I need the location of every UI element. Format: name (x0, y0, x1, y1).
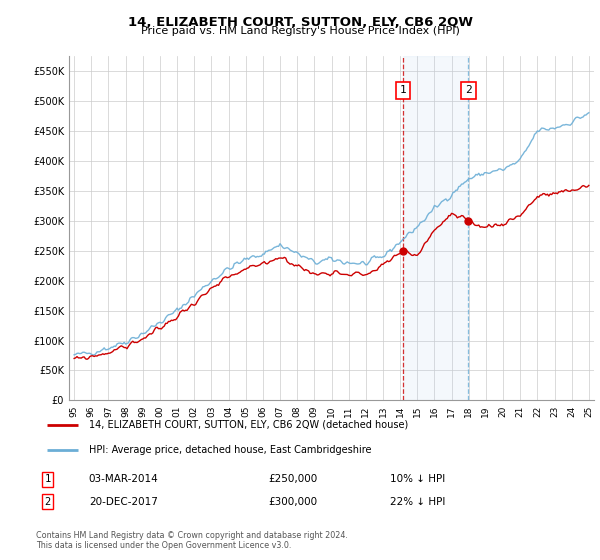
Text: Contains HM Land Registry data © Crown copyright and database right 2024.
This d: Contains HM Land Registry data © Crown c… (36, 530, 348, 550)
Text: 10% ↓ HPI: 10% ↓ HPI (390, 474, 445, 484)
Text: 2: 2 (465, 86, 472, 95)
Text: 1: 1 (44, 474, 51, 484)
Text: £250,000: £250,000 (268, 474, 317, 484)
Text: £300,000: £300,000 (268, 497, 317, 507)
Text: 22% ↓ HPI: 22% ↓ HPI (390, 497, 445, 507)
Text: 14, ELIZABETH COURT, SUTTON, ELY, CB6 2QW (detached house): 14, ELIZABETH COURT, SUTTON, ELY, CB6 2Q… (89, 420, 408, 430)
Text: 2: 2 (44, 497, 51, 507)
Text: 1: 1 (400, 86, 406, 95)
Text: Price paid vs. HM Land Registry's House Price Index (HPI): Price paid vs. HM Land Registry's House … (140, 26, 460, 36)
Text: 20-DEC-2017: 20-DEC-2017 (89, 497, 158, 507)
Bar (403, 56, 468, 400)
Text: 03-MAR-2014: 03-MAR-2014 (89, 474, 158, 484)
Text: HPI: Average price, detached house, East Cambridgeshire: HPI: Average price, detached house, East… (89, 445, 371, 455)
Text: 14, ELIZABETH COURT, SUTTON, ELY, CB6 2QW: 14, ELIZABETH COURT, SUTTON, ELY, CB6 2Q… (128, 16, 473, 29)
